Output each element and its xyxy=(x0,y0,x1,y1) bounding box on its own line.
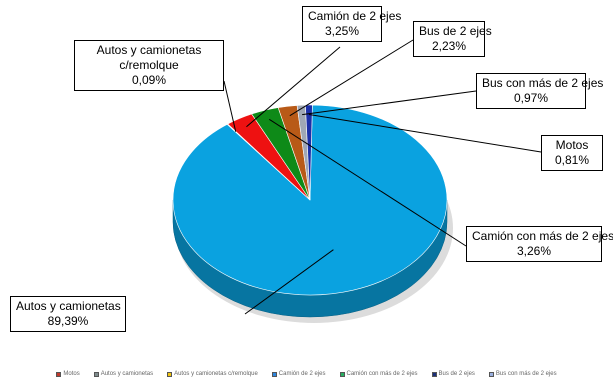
data-label: Bus de 2 ejes 2,23% xyxy=(413,21,492,57)
label-leader-line xyxy=(223,80,237,132)
data-label-value: 3,25% xyxy=(324,24,360,38)
legend-swatch xyxy=(339,371,345,377)
data-label-name: Camión con más de 2 ejes xyxy=(472,229,613,243)
data-label-name: Autos y camionetas c/remolque xyxy=(96,43,202,72)
data-label-name: Camión de 2 ejes xyxy=(308,9,402,23)
legend-item: Autos y camionetas xyxy=(93,371,154,377)
legend-item: Camión con más de 2 ejes xyxy=(339,371,418,377)
data-label-value: 0,97% xyxy=(513,91,549,105)
legend-item: Camión de 2 ejes xyxy=(271,371,326,377)
data-label-value: 0,09% xyxy=(131,73,167,87)
data-label: Camión con más de 2 ejes 3,26% xyxy=(466,226,613,262)
legend-label: Camión de 2 ejes xyxy=(278,371,326,377)
legend-swatch xyxy=(271,371,277,377)
label-leader-line xyxy=(246,46,341,128)
legend-item: Motos xyxy=(56,371,80,377)
legend-item: Bus con más de 2 ejes xyxy=(488,371,557,377)
legend-label: Bus con más de 2 ejes xyxy=(495,371,557,377)
data-label-name: Autos y camionetas xyxy=(16,299,121,313)
data-label-value: 2,23% xyxy=(431,39,467,53)
data-label-name: Motos xyxy=(555,138,589,152)
data-label: Autos y camionetas 89,39% xyxy=(10,296,126,332)
data-label: Camión de 2 ejes 3,25% xyxy=(302,6,402,42)
data-label-name: Bus con más de 2 ejes xyxy=(482,76,604,90)
label-leader-line xyxy=(268,118,467,247)
legend-label: Motos xyxy=(63,371,80,377)
legend-item: Autos y camionetas c/remolque xyxy=(167,371,258,377)
legend-label: Camión con más de 2 ejes xyxy=(346,371,418,377)
legend-swatch xyxy=(56,371,62,377)
label-leader-line xyxy=(308,114,542,153)
data-label: Motos 0,81% xyxy=(541,135,603,171)
data-label-value: 3,26% xyxy=(516,244,552,258)
legend-label: Autos y camionetas xyxy=(100,371,154,377)
data-label-value: 0,81% xyxy=(554,153,590,167)
pie-slice xyxy=(305,104,313,201)
data-label: Autos y camionetas c/remolque 0,09% xyxy=(74,40,224,91)
label-leader-line xyxy=(302,90,477,116)
data-label-value: 89,39% xyxy=(47,314,89,328)
data-label-name: Bus de 2 ejes xyxy=(419,24,492,38)
legend-label: Autos y camionetas c/remolque xyxy=(174,371,258,377)
label-leader-line xyxy=(289,39,414,117)
data-label: Bus con más de 2 ejes 0,97% xyxy=(476,73,604,109)
label-leader-line xyxy=(244,249,334,315)
legend-swatch xyxy=(488,371,494,377)
legend-swatch xyxy=(167,371,173,377)
chart-legend: Motos Autos y camionetas Autos y camioneta… xyxy=(0,371,613,377)
legend-label: Bus de 2 ejes xyxy=(438,371,475,377)
legend-item: Bus de 2 ejes xyxy=(431,371,475,377)
legend-swatch xyxy=(431,371,437,377)
legend-swatch xyxy=(93,371,99,377)
